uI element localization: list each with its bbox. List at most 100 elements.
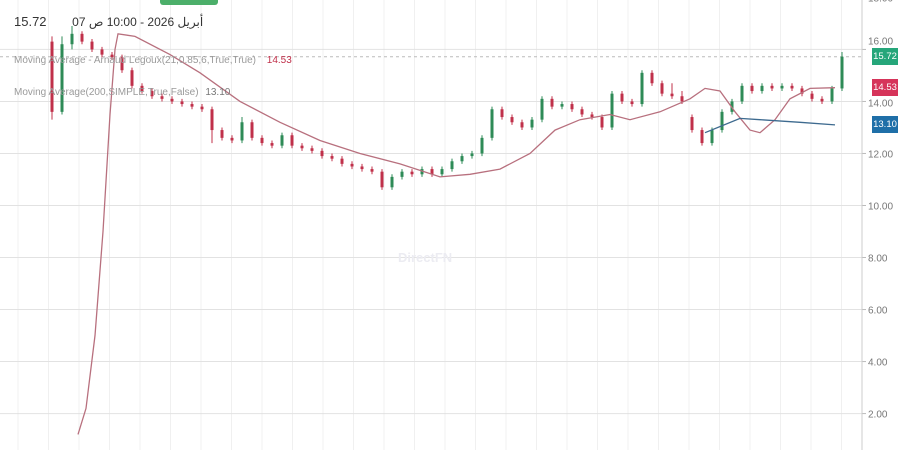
candle-down: [80, 33, 84, 42]
candle-up: [280, 135, 284, 146]
axis-tick-label: 8.00: [868, 254, 888, 265]
candle-down: [590, 114, 594, 118]
candle-down: [250, 122, 254, 138]
candle-down: [690, 117, 694, 131]
price-legend: 15.72 أبريل 2026 - 10:00 ص 07: [14, 14, 203, 29]
axis-tick-label: 14.00: [868, 98, 893, 109]
candle-down: [110, 54, 114, 58]
ma-sma-label: Moving Average(200,SIMPLE,True,False): [14, 87, 199, 98]
candle-down: [500, 109, 504, 118]
candle-down: [790, 85, 794, 89]
candle-down: [300, 145, 304, 149]
candle-up: [610, 93, 614, 128]
candle-down: [820, 98, 824, 102]
candle-down: [520, 122, 524, 128]
candle-down: [170, 98, 174, 102]
candle-down: [580, 109, 584, 115]
axis-tick-label: 6.00: [868, 306, 888, 317]
ma-sma-value: 13.10: [205, 87, 231, 98]
candle-down: [290, 135, 294, 146]
ma-sma-line: [704, 117, 836, 134]
axis-tick-label: 2.00: [868, 410, 888, 421]
candle-down: [120, 57, 124, 71]
axis-tick-label: 10.00: [868, 201, 893, 212]
candle-down: [670, 93, 674, 97]
axis-tick-label: 18.00: [868, 0, 893, 4]
top-button[interactable]: [160, 0, 218, 5]
candle-down: [700, 130, 704, 144]
candle-down: [160, 96, 164, 99]
candle-down: [270, 143, 274, 146]
candle-down: [190, 104, 194, 107]
candle-down: [680, 96, 684, 102]
candle-up: [490, 109, 494, 138]
candle-down: [210, 109, 214, 131]
candle-up: [760, 85, 764, 92]
candle-up: [640, 72, 644, 105]
candle-up: [480, 137, 484, 154]
candle-up: [740, 85, 744, 102]
candle-up: [450, 161, 454, 170]
candle-up: [470, 153, 474, 157]
candle-up: [240, 122, 244, 141]
candle-down: [370, 169, 374, 172]
candle-down: [50, 41, 54, 112]
candle-down: [660, 83, 664, 94]
watermark: DirectFN: [398, 250, 453, 265]
candle-down: [750, 85, 754, 92]
candle-down: [200, 106, 204, 110]
candle-up: [530, 119, 534, 128]
candle-down: [650, 72, 654, 84]
candle-up: [540, 98, 544, 120]
candle-down: [800, 88, 804, 94]
candle-up: [390, 176, 394, 188]
candle-down: [630, 101, 634, 105]
candle-down: [90, 41, 94, 50]
candle-down: [100, 49, 104, 55]
ma-alma-value: 14.53: [266, 55, 292, 66]
price-axis[interactable]: 2.00 4.00 6.00 8.00 10.00 12.00 14.00 16.00 18.0…: [861, 0, 893, 450]
candle-down: [410, 171, 414, 175]
candle-down: [510, 117, 514, 123]
candle-up: [460, 156, 464, 162]
candle-down: [320, 150, 324, 157]
last-price: 15.72: [14, 14, 47, 29]
candle-down: [260, 137, 264, 144]
date-label: أبريل 2026 - 10:00 ص 07: [72, 15, 204, 29]
ma-alma-line: [77, 33, 836, 435]
grid: [0, 0, 862, 450]
ma-alma-badge: 14.53: [872, 79, 898, 97]
candle-down: [360, 166, 364, 170]
candle-down: [180, 101, 184, 105]
ma-sma-legend[interactable]: Moving Average(200,SIMPLE,True,False) 13…: [14, 87, 230, 98]
candle-down: [770, 85, 774, 89]
candle-down: [570, 104, 574, 110]
axis-tick-label: 12.00: [868, 149, 893, 160]
candle-down: [130, 70, 134, 86]
candle-up: [70, 33, 74, 45]
candle-down: [810, 93, 814, 99]
last-price-badge: 15.72: [872, 48, 898, 66]
candle-down: [600, 117, 604, 128]
candle-down: [350, 163, 354, 167]
candle-down: [140, 85, 144, 92]
candle-down: [340, 158, 344, 164]
ma-sma-badge: 13.10: [872, 116, 898, 134]
candle-up: [60, 44, 64, 112]
axis-tick-label: 16.00: [868, 36, 893, 47]
candles: [50, 26, 844, 190]
candle-down: [550, 98, 554, 107]
candle-down: [620, 93, 624, 102]
candle-down: [150, 91, 154, 97]
ma-alma-legend[interactable]: Moving Average - Arnaud Legoux(21,0.85,6…: [14, 55, 292, 66]
candle-up: [830, 88, 834, 102]
candle-up: [440, 169, 444, 175]
candle-up: [400, 171, 404, 177]
candle-up: [780, 85, 784, 89]
candle-down: [310, 148, 314, 151]
candle-up: [720, 111, 724, 131]
candle-up: [560, 104, 564, 107]
candle-down: [230, 137, 234, 141]
candle-up: [840, 56, 844, 89]
